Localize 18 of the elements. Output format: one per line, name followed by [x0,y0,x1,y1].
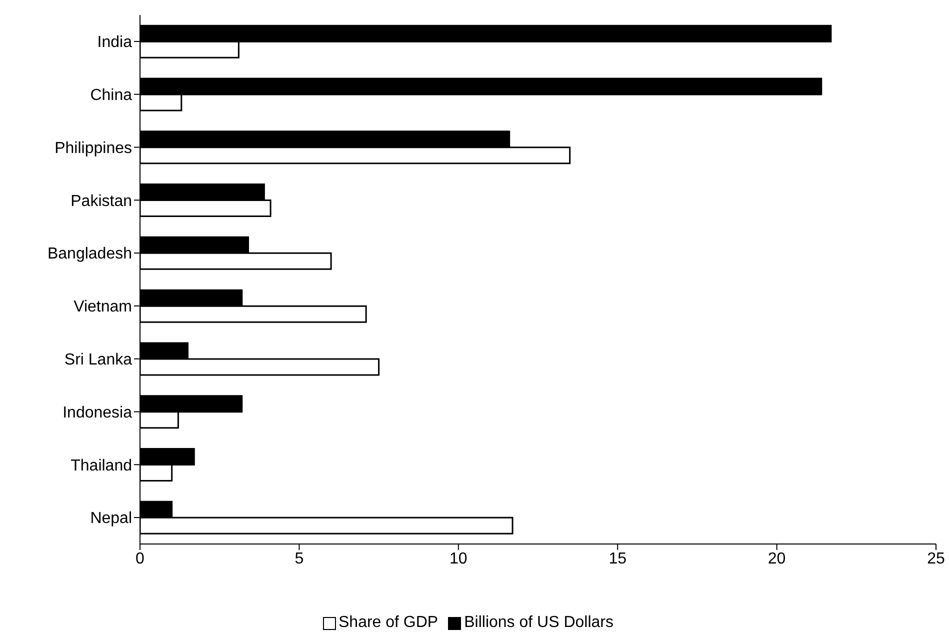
y-tick-label: Pakistan [70,192,132,210]
y-tick-label: Indonesia [62,404,132,422]
y-tick-label: Philippines [54,140,132,157]
legend-label: Share of GDP [338,614,438,632]
y-tick-label: Bangladesh [47,246,132,263]
x-tick-label: 10 [450,550,468,568]
x-tick-label: 5 [294,550,304,568]
y-tick-label: Vietnam [74,298,132,316]
x-tick-label: 15 [608,550,627,568]
y-tick-label: Sri Lanka [64,352,132,369]
y-tick-label: India [97,34,132,52]
x-tick-label: 0 [136,550,145,568]
x-tick-label: 25 [927,550,945,568]
y-tick-label: Nepal [90,510,132,528]
legend-label: Billions of US Dollars [463,614,614,632]
y-tick-label: Thailand [70,457,132,474]
y-tick-label: China [90,87,132,104]
x-tick-label: 20 [768,550,786,568]
